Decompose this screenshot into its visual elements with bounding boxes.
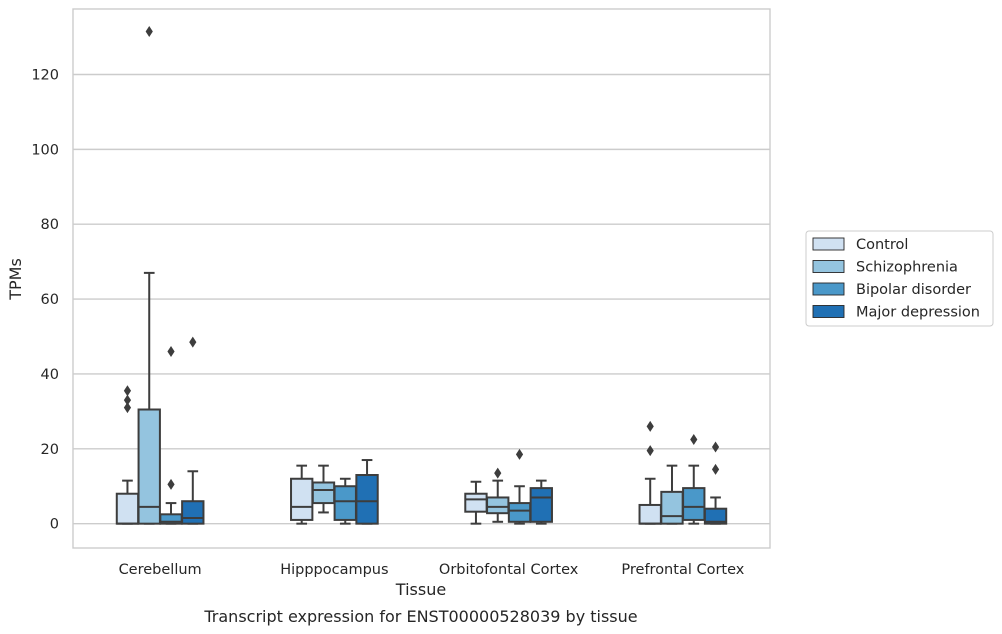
x-tick-label: Hipppocampus — [280, 562, 388, 578]
box-control — [638, 420, 662, 525]
box-iqr — [311, 481, 336, 505]
box-iqr — [638, 503, 662, 525]
box-iqr — [682, 487, 706, 521]
y-tick-label: 20 — [41, 442, 59, 458]
gridlines — [73, 73, 770, 525]
x-axis-label: Tissue — [395, 580, 446, 599]
box-control — [290, 464, 314, 525]
box-iqr — [115, 492, 140, 525]
outlier-point — [123, 402, 132, 414]
x-tick-labels: Cerebellum Hipppocampus Orbitofontal Corte… — [119, 562, 745, 578]
y-axis-label: TPMs — [6, 258, 25, 301]
legend-swatch — [812, 237, 845, 251]
box-iqr — [333, 485, 357, 521]
box-groups — [115, 25, 728, 525]
box-iqr — [355, 474, 379, 525]
legend-label: Control — [856, 237, 908, 253]
legend-swatch — [812, 305, 845, 318]
outlier-point — [167, 478, 175, 490]
box-bipolar-disorder — [333, 477, 357, 525]
box-iqr — [486, 496, 510, 515]
box-major-depression — [703, 441, 728, 525]
legend-label: Bipolar disorder — [856, 282, 971, 298]
y-tick-label: 120 — [31, 68, 59, 84]
outlier-point — [646, 420, 654, 432]
box-iqr — [290, 477, 314, 521]
box-iqr — [703, 507, 728, 525]
legend-frame — [805, 230, 994, 327]
box-schizophrenia — [486, 467, 510, 523]
box-iqr — [137, 408, 161, 525]
box-schizophrenia — [137, 25, 161, 525]
box-schizophrenia — [311, 464, 336, 514]
x-tick-label: Cerebellum — [119, 562, 202, 578]
box-control — [115, 385, 140, 525]
outlier-point — [515, 448, 524, 460]
legend-label: Schizophrenia — [856, 260, 958, 276]
box-major-depression — [529, 479, 553, 525]
y-tick-labels: 0 20 40 60 80 100 120 — [31, 68, 59, 533]
y-tick-label: 60 — [41, 292, 59, 308]
outlier-point — [494, 467, 502, 479]
box-iqr — [660, 490, 684, 525]
box-iqr — [529, 487, 553, 523]
y-tick-label: 80 — [41, 217, 59, 233]
box-bipolar-disorder — [159, 345, 183, 525]
box-bipolar-disorder — [507, 448, 532, 525]
box-bipolar-disorder — [682, 433, 706, 525]
outlier-point — [189, 336, 197, 348]
legend-items: Control Schizophrenia Bipolar disorder Majo… — [812, 237, 980, 321]
box-iqr — [181, 500, 205, 525]
x-tick-label: Orbitofontal Cortex — [439, 562, 579, 578]
y-tick-label: 40 — [41, 367, 59, 383]
chart-caption: Transcript expression for ENST0000052803… — [203, 607, 637, 626]
box-control — [464, 480, 488, 525]
outlier-point — [646, 445, 654, 457]
box-schizophrenia — [660, 464, 684, 525]
legend-label: Major depression — [856, 305, 980, 321]
outlier-point — [145, 25, 153, 37]
legend: Control Schizophrenia Bipolar disorder Majo… — [805, 230, 994, 327]
box-major-depression — [181, 336, 205, 525]
box-iqr — [507, 502, 532, 523]
outlier-point — [123, 394, 132, 406]
x-tick-label: Prefrontal Cortex — [621, 562, 744, 578]
box-iqr — [464, 492, 488, 513]
plot-area-frame — [72, 8, 771, 549]
outlier-point — [711, 463, 720, 475]
legend-swatch — [812, 282, 845, 296]
box-major-depression — [355, 459, 379, 525]
outlier-point — [167, 345, 175, 357]
outlier-point — [123, 385, 132, 397]
y-tick-label: 100 — [31, 142, 59, 158]
outlier-point — [690, 433, 698, 445]
outlier-point — [711, 441, 720, 453]
legend-swatch — [812, 260, 845, 273]
y-tick-label: 0 — [50, 517, 59, 533]
